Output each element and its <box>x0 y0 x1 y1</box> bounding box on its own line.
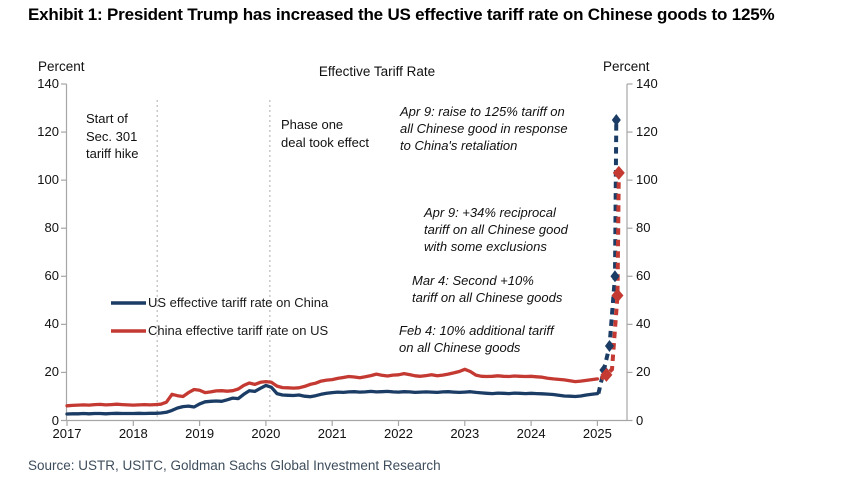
y-axis-label-left-60: 60 <box>44 268 59 284</box>
x-axis-label-2021: 2021 <box>317 426 347 441</box>
x-axis-label-2019: 2019 <box>185 426 215 441</box>
y-axis-label-right-40: 40 <box>636 316 651 332</box>
y-axis-label-left-100: 100 <box>37 172 59 188</box>
x-axis-label-2018: 2018 <box>118 426 148 441</box>
y-axis-label-right-20: 20 <box>636 364 651 380</box>
annotation-sec301-start: Start of Sec. 301 tariff hike <box>86 111 139 161</box>
y-axis-label-right-100: 100 <box>636 172 658 188</box>
x-axis-label-2020: 2020 <box>251 426 281 441</box>
y-axis-label-right-120: 120 <box>636 124 658 140</box>
y-axis-unit-right: Percent <box>603 59 650 74</box>
annotation-phase-one-deal: Phase one deal took effect <box>281 117 369 150</box>
y-axis-label-left-40: 40 <box>44 316 59 332</box>
exhibit-title: Exhibit 1: President Trump has increased… <box>28 5 775 24</box>
x-axis-label-2022: 2022 <box>384 426 413 441</box>
source-note: Source: USTR, USITC, Goldman Sachs Globa… <box>28 458 441 473</box>
annotation-feb4-10pct: Feb 4: 10% additional tariff on all Chin… <box>399 323 554 355</box>
annotation-apr9-34pct: Apr 9: +34% reciprocal tariff on all Chi… <box>424 205 568 254</box>
x-axis-label-2017: 2017 <box>52 426 82 441</box>
y-axis-unit-left: Percent <box>38 59 85 74</box>
legend-label-china-on-us: China effective tariff rate on US <box>148 323 329 338</box>
y-axis-label-left-140: 140 <box>37 76 59 91</box>
y-axis-label-left-20: 20 <box>44 364 59 380</box>
y-axis-label-right-80: 80 <box>636 220 651 236</box>
annotation-apr9-125pct: Apr 9: raise to 125% tariff on all Chine… <box>400 104 568 153</box>
y-axis-label-right-60: 60 <box>636 268 651 284</box>
y-axis-label-left-0: 0 <box>51 412 59 428</box>
x-axis-label-2023: 2023 <box>450 426 480 441</box>
y-axis-label-left-80: 80 <box>44 220 59 236</box>
x-axis-label-2024: 2024 <box>516 426 546 441</box>
legend-label-us-on-china: US effective tariff rate on China <box>148 295 329 310</box>
y-axis-label-right-140: 140 <box>636 76 658 91</box>
chart-heading: Effective Tariff Rate <box>318 64 436 79</box>
annotation-mar4-10pct: Mar 4: Second +10% tariff on all Chinese… <box>412 273 563 305</box>
x-axis-label-2025: 2025 <box>582 426 612 441</box>
y-axis-label-left-120: 120 <box>37 124 59 140</box>
y-axis-label-right-0: 0 <box>636 412 644 428</box>
